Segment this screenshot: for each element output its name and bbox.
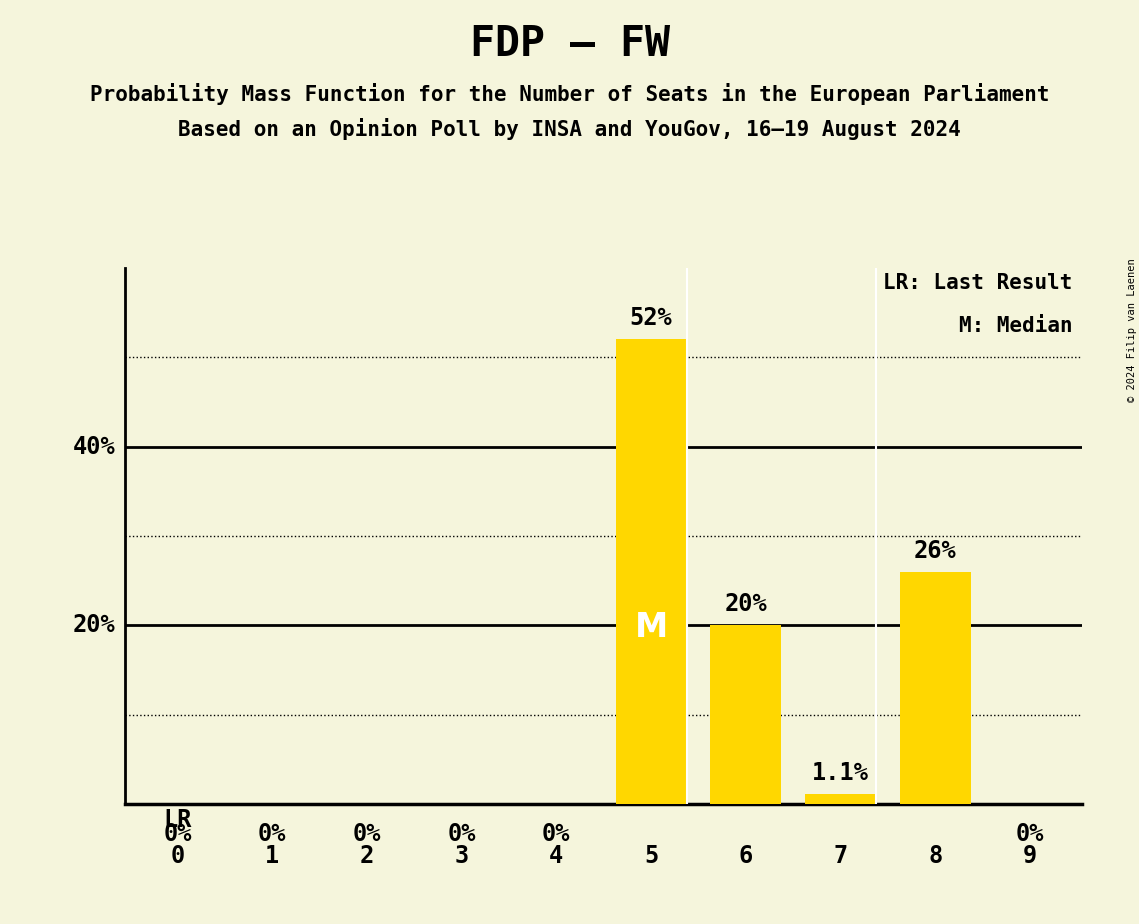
Text: 8: 8 bbox=[928, 845, 942, 868]
Text: M: Median: M: Median bbox=[959, 316, 1073, 336]
Text: 0%: 0% bbox=[353, 821, 382, 845]
Text: 0: 0 bbox=[170, 845, 185, 868]
Text: M: M bbox=[634, 611, 667, 644]
Text: LR: Last Result: LR: Last Result bbox=[883, 274, 1073, 293]
Text: 9: 9 bbox=[1023, 845, 1038, 868]
Text: © 2024 Filip van Laenen: © 2024 Filip van Laenen bbox=[1126, 259, 1137, 403]
Text: 7: 7 bbox=[834, 845, 847, 868]
Text: 0%: 0% bbox=[257, 821, 286, 845]
Bar bbox=[615, 339, 687, 804]
Text: 40%: 40% bbox=[73, 434, 116, 458]
Bar bbox=[900, 572, 970, 804]
Text: 2: 2 bbox=[360, 845, 374, 868]
Text: 0%: 0% bbox=[1016, 821, 1044, 845]
Text: FDP – FW: FDP – FW bbox=[469, 23, 670, 65]
Text: 0%: 0% bbox=[448, 821, 476, 845]
Text: Based on an Opinion Poll by INSA and YouGov, 16–19 August 2024: Based on an Opinion Poll by INSA and You… bbox=[178, 118, 961, 140]
Text: 0%: 0% bbox=[163, 821, 191, 845]
Text: 0%: 0% bbox=[542, 821, 571, 845]
Text: 6: 6 bbox=[738, 845, 753, 868]
Text: 20%: 20% bbox=[73, 614, 116, 638]
Bar bbox=[711, 626, 781, 804]
Text: 26%: 26% bbox=[913, 539, 957, 563]
Text: 20%: 20% bbox=[724, 592, 768, 616]
Text: 3: 3 bbox=[454, 845, 469, 868]
Text: LR: LR bbox=[163, 808, 191, 833]
Text: 1.1%: 1.1% bbox=[812, 761, 869, 785]
Text: 52%: 52% bbox=[630, 307, 672, 331]
Bar bbox=[805, 794, 876, 804]
Text: 1: 1 bbox=[265, 845, 279, 868]
Text: 4: 4 bbox=[549, 845, 564, 868]
Text: 5: 5 bbox=[644, 845, 658, 868]
Text: Probability Mass Function for the Number of Seats in the European Parliament: Probability Mass Function for the Number… bbox=[90, 83, 1049, 105]
